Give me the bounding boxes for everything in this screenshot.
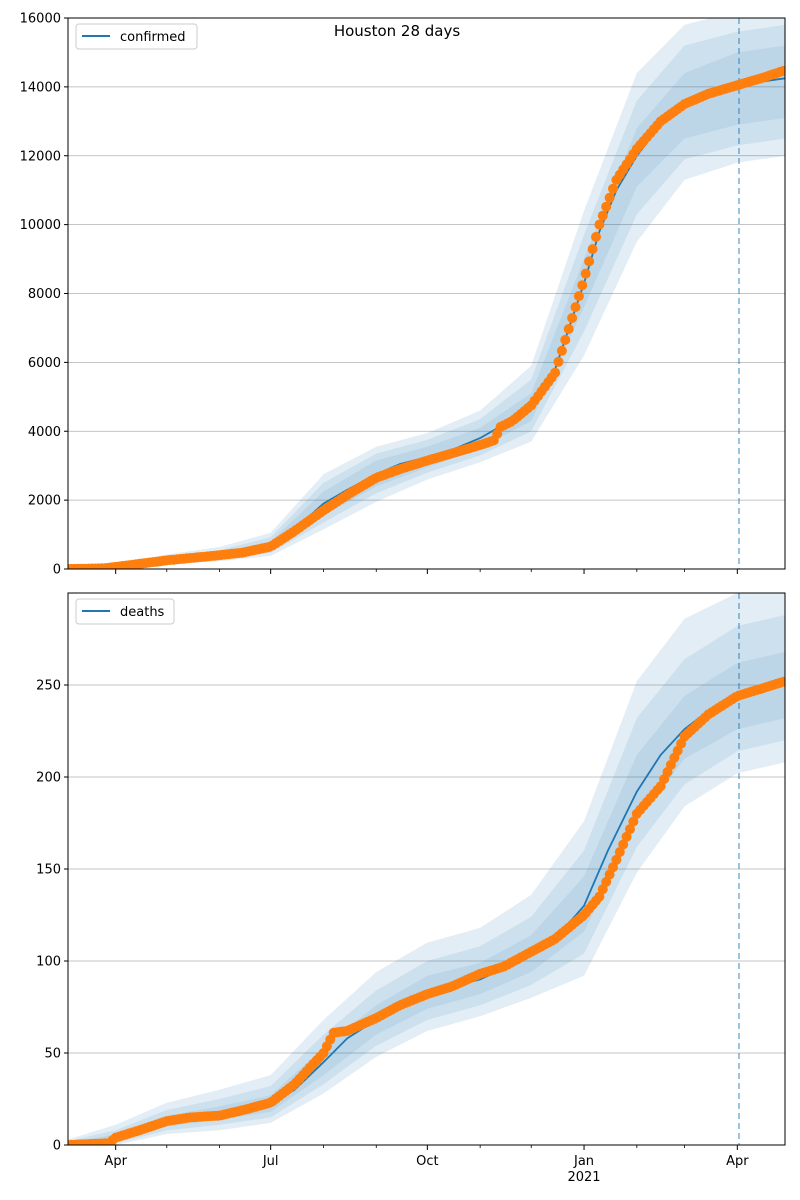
y-tick-label: 14000	[20, 80, 61, 95]
x-tick-label: Oct	[416, 1154, 438, 1169]
observed-point	[611, 854, 622, 865]
confidence-band	[68, 615, 785, 1145]
confirmed-panel: 0 2000 4000 6000 8000 10000 12000 14000 16000 co…	[20, 12, 786, 578]
legend-box	[75, 23, 198, 50]
deaths-bands	[68, 593, 785, 1145]
confirmed-observed-points	[68, 65, 785, 569]
x-tick-year-label: 2021	[567, 1170, 600, 1185]
observed-point	[577, 280, 588, 291]
observed-point	[608, 183, 618, 194]
observed-point	[580, 268, 591, 279]
y-tick-label: 150	[36, 863, 61, 878]
observed-point	[614, 847, 625, 858]
confidence-band	[68, 651, 785, 1145]
observed-point	[594, 219, 605, 230]
y-tick-label: 12000	[20, 149, 61, 164]
observed-point	[591, 231, 601, 242]
y-tick-label: 16000	[20, 12, 61, 27]
y-tick-label: 0	[53, 563, 61, 578]
confirmed-legend: confirmed	[75, 23, 198, 50]
x-tick-label: Jan	[573, 1154, 594, 1169]
confirmed-x-ticks	[115, 569, 738, 574]
x-tick-label: Apr	[104, 1154, 127, 1169]
observed-point	[550, 367, 561, 378]
observed-point	[618, 839, 629, 850]
x-tick-label: Jul	[262, 1154, 279, 1169]
observed-point	[778, 65, 785, 76]
y-tick-label: 2000	[28, 494, 61, 509]
observed-point	[601, 201, 612, 212]
confidence-band	[68, 593, 785, 1145]
observed-point	[587, 244, 598, 255]
observed-point	[553, 356, 564, 367]
y-tick-label: 250	[36, 679, 61, 694]
observed-point	[625, 824, 635, 835]
y-tick-label: 4000	[28, 425, 61, 440]
observed-point	[573, 291, 584, 302]
y-tick-label: 100	[36, 955, 61, 970]
confidence-band	[68, 45, 785, 569]
deaths-observed-points	[68, 676, 785, 1145]
x-tick-label: Apr	[726, 1154, 749, 1169]
observed-point	[628, 816, 639, 827]
observed-point	[584, 256, 595, 267]
y-tick-label: 200	[36, 771, 61, 786]
legend-label-confirmed: confirmed	[120, 30, 186, 45]
observed-point	[556, 345, 567, 356]
y-tick-label: 10000	[20, 218, 61, 233]
y-tick-label: 6000	[28, 356, 61, 371]
legend-box	[75, 598, 175, 625]
observed-point	[560, 334, 571, 345]
y-tick-label: 50	[44, 1047, 61, 1062]
observed-point	[563, 324, 574, 334]
observed-point	[778, 676, 785, 687]
observed-point	[621, 831, 632, 842]
y-tick-label: 8000	[28, 287, 61, 302]
observed-point	[604, 192, 615, 203]
deaths-legend: deaths	[75, 598, 175, 625]
y-tick-label: 0	[53, 1139, 61, 1154]
observed-point	[570, 302, 581, 313]
confirmed-bands	[68, 18, 785, 569]
confidence-band	[68, 18, 785, 569]
observed-point	[597, 210, 608, 221]
confirmed-y-ticks: 0 2000 4000 6000 8000 10000 12000 14000 16000	[20, 12, 68, 578]
figure-title: Houston 28 days	[334, 22, 461, 40]
observed-point	[567, 313, 578, 323]
legend-label-deaths: deaths	[120, 605, 165, 620]
deaths-y-ticks: 0 50 100 150 200 250	[36, 679, 68, 1154]
